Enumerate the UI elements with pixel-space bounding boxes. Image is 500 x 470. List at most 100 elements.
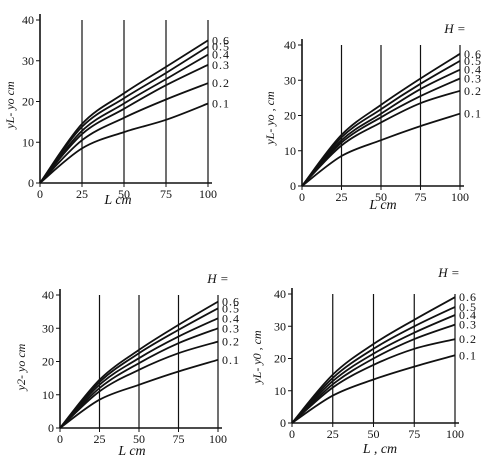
series-label: 0.5 <box>222 301 240 315</box>
series-label: 0.5 <box>212 39 230 53</box>
series-line-h-01 <box>291 354 456 424</box>
x-axis-title: L cm <box>117 444 145 459</box>
series-line-h-02 <box>291 338 456 424</box>
x-tick-label: 75 <box>415 190 427 204</box>
x-tick-label: 100 <box>451 190 469 204</box>
x-tick-label: 25 <box>336 190 348 204</box>
series-line-h-04 <box>59 317 219 429</box>
y-tick-label: 40 <box>274 287 286 301</box>
legend-title: H = <box>206 271 228 286</box>
y-tick-label: 10 <box>274 384 286 398</box>
series-label: 0.5 <box>464 54 482 68</box>
y-axis-title: yL- yo cm <box>3 81 17 130</box>
series-label: 0.1 <box>459 348 477 362</box>
series-line-h-05 <box>39 45 209 184</box>
x-tick-label: 25 <box>327 427 339 441</box>
series-label: 0.1 <box>222 353 240 367</box>
series-line-h-05 <box>59 307 219 429</box>
y-tick-label: 0 <box>290 179 296 193</box>
series-line-h-04 <box>39 53 209 184</box>
y-tick-label: 0 <box>28 176 34 190</box>
series-label: 0.6 <box>212 33 230 47</box>
x-tick-label: 0 <box>299 190 305 204</box>
chart-panel-1: 0 10 20 30 40 0 25 50 75 100 0.60.50.40.3 0.2 0.1 L c… <box>3 13 230 208</box>
series-line-h-01 <box>59 358 219 429</box>
y-tick-label: 20 <box>42 355 54 369</box>
series-line-h-06 <box>291 296 456 424</box>
x-tick-label: 50 <box>375 190 387 204</box>
y-tick-label: 0 <box>48 421 54 435</box>
series-line-h-02 <box>39 82 209 184</box>
y-tick-label: 10 <box>284 144 296 158</box>
chart-panel-2: 0 10 20 30 40 0 25 50 75 100 0.60.50.40.30.2 0.1 L c… <box>263 21 482 213</box>
x-axis-title: L , cm <box>362 442 397 457</box>
y-tick-label: 40 <box>42 288 54 302</box>
legend-title: H = <box>437 265 459 280</box>
series-line-h-06 <box>301 53 461 187</box>
series-line-h-03 <box>59 327 219 429</box>
x-tick-label: 0 <box>289 427 295 441</box>
x-tick-label: 75 <box>173 432 185 446</box>
y-tick-label: 30 <box>274 319 286 333</box>
y-tick-label: 20 <box>22 95 34 109</box>
series-label: 0.3 <box>222 321 240 335</box>
x-axis-title: L cm <box>368 198 396 213</box>
series-line-h-05 <box>291 306 456 424</box>
series-label: 0.4 <box>222 311 240 325</box>
x-tick-label: 75 <box>160 187 172 201</box>
series-label: 0.2 <box>459 332 477 346</box>
series-line-h-03 <box>301 77 461 187</box>
x-tick-label: 50 <box>368 427 380 441</box>
chart-panel-3: 0 10 20 30 40 0 25 50 75 100 0.60.50.40.30.2 0.1 L c… <box>14 271 240 459</box>
series-line-h-03 <box>291 323 456 424</box>
series-label: 0.3 <box>212 58 230 72</box>
y-tick-label: 20 <box>284 109 296 123</box>
series-line-h-04 <box>301 68 461 187</box>
x-tick-label: 100 <box>446 427 464 441</box>
series-line-h-03 <box>39 63 209 184</box>
series-label: 0.2 <box>212 76 230 90</box>
y-tick-label: 20 <box>274 352 286 366</box>
y-axis-title: y2- yo cm <box>14 343 28 391</box>
series-label: 0.6 <box>459 290 477 304</box>
x-tick-label: 100 <box>199 187 217 201</box>
series-line-h-01 <box>301 112 461 187</box>
series-label: 0.6 <box>222 295 240 309</box>
y-tick-label: 30 <box>42 321 54 335</box>
series-label: 0.6 <box>464 47 482 61</box>
series-label: 0.4 <box>464 63 482 77</box>
series-line-h-06 <box>39 39 209 184</box>
series-line-h-02 <box>59 340 219 429</box>
series-label: 0.1 <box>464 107 482 121</box>
y-axis-title: yL- yo , cm <box>263 91 277 146</box>
x-tick-label: 0 <box>37 187 43 201</box>
y-tick-label: 40 <box>284 38 296 52</box>
series-line-h-01 <box>39 102 209 184</box>
series-line-h-05 <box>301 60 461 187</box>
y-tick-label: 30 <box>22 54 34 68</box>
y-tick-label: 0 <box>280 416 286 430</box>
y-tick-label: 10 <box>22 135 34 149</box>
y-tick-label: 30 <box>284 73 296 87</box>
y-axis-title: yL- y0 , cm <box>250 330 264 385</box>
series-line-h-06 <box>59 300 219 429</box>
series-label: 0.4 <box>212 48 230 62</box>
series-label: 0.1 <box>212 97 230 111</box>
chart-panel-4: 0 10 20 30 40 0 25 50 75 100 0.60.50.40.30.2 0.1 L ,… <box>250 265 477 457</box>
y-tick-label: 10 <box>42 388 54 402</box>
x-tick-label: 50 <box>118 187 130 201</box>
y-tick-label: 40 <box>22 13 34 27</box>
series-label: 0.2 <box>222 335 240 349</box>
series-line-h-02 <box>301 89 461 187</box>
x-tick-label: 25 <box>94 432 106 446</box>
x-tick-label: 25 <box>76 187 88 201</box>
x-tick-label: 50 <box>133 432 145 446</box>
x-axis-title: L cm <box>103 193 131 208</box>
x-tick-label: 75 <box>408 427 420 441</box>
series-line-h-04 <box>291 314 456 424</box>
series-label: 0.5 <box>459 300 477 314</box>
x-tick-label: 100 <box>209 432 227 446</box>
series-label: 0.3 <box>464 71 482 85</box>
legend-title: H = <box>443 21 465 36</box>
